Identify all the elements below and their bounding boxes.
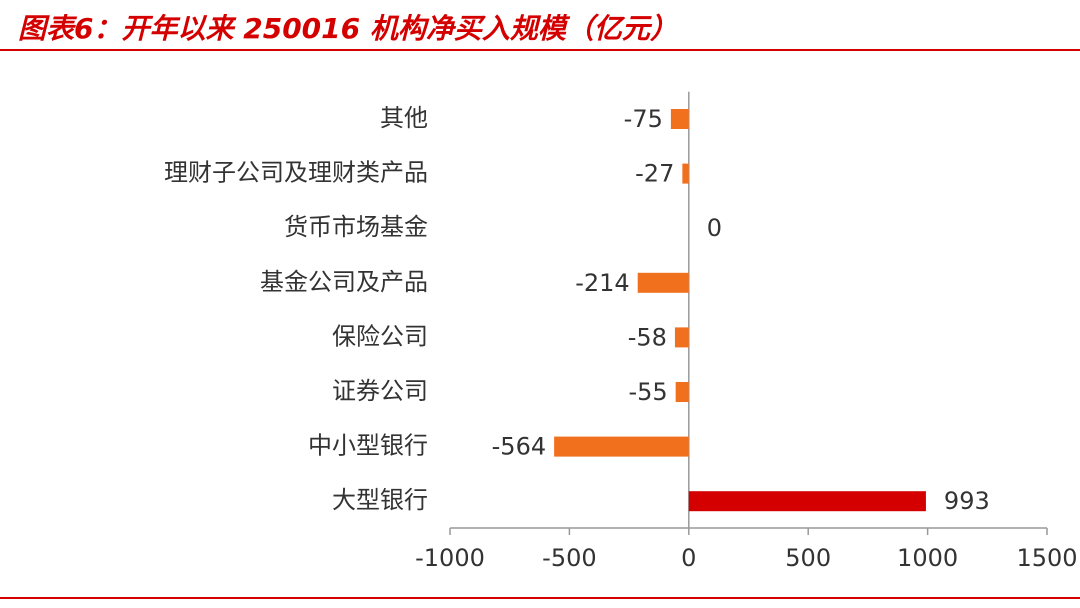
y-tick-label: 中小型银行 bbox=[308, 432, 428, 460]
y-tick-label: 其他 bbox=[380, 104, 428, 132]
value-label: -27 bbox=[635, 160, 674, 188]
bar bbox=[674, 327, 689, 348]
x-tick-label: 1000 bbox=[897, 544, 958, 572]
y-tick-label: 证券公司 bbox=[332, 377, 428, 405]
x-tick-label: 0 bbox=[681, 544, 696, 572]
value-label: 993 bbox=[944, 487, 990, 515]
bar bbox=[554, 436, 689, 457]
bar bbox=[688, 491, 926, 512]
bar bbox=[637, 272, 689, 293]
y-tick-label: 保险公司 bbox=[332, 322, 428, 350]
x-tick-label: -500 bbox=[542, 544, 596, 572]
y-tick-label: 货币市场基金 bbox=[284, 213, 428, 241]
bar bbox=[675, 382, 689, 402]
x-tick-label: 500 bbox=[785, 544, 831, 572]
y-tick-label: 理财子公司及理财类产品 bbox=[164, 159, 428, 187]
chart-title: 图表6：开年以来 250016 机构净买入规模（亿元） bbox=[18, 12, 678, 45]
value-label: -75 bbox=[624, 105, 663, 133]
value-label: 0 bbox=[707, 214, 722, 242]
value-label: -564 bbox=[492, 433, 546, 461]
bar bbox=[682, 163, 689, 184]
value-label: -55 bbox=[628, 378, 667, 406]
y-tick-label: 大型银行 bbox=[332, 486, 428, 514]
x-tick-label: -1000 bbox=[415, 544, 485, 572]
value-label: -58 bbox=[628, 323, 667, 351]
value-label: -214 bbox=[575, 269, 629, 297]
y-tick-label: 基金公司及产品 bbox=[260, 268, 428, 296]
bar bbox=[670, 109, 689, 129]
x-tick-label: 1500 bbox=[1016, 544, 1077, 572]
